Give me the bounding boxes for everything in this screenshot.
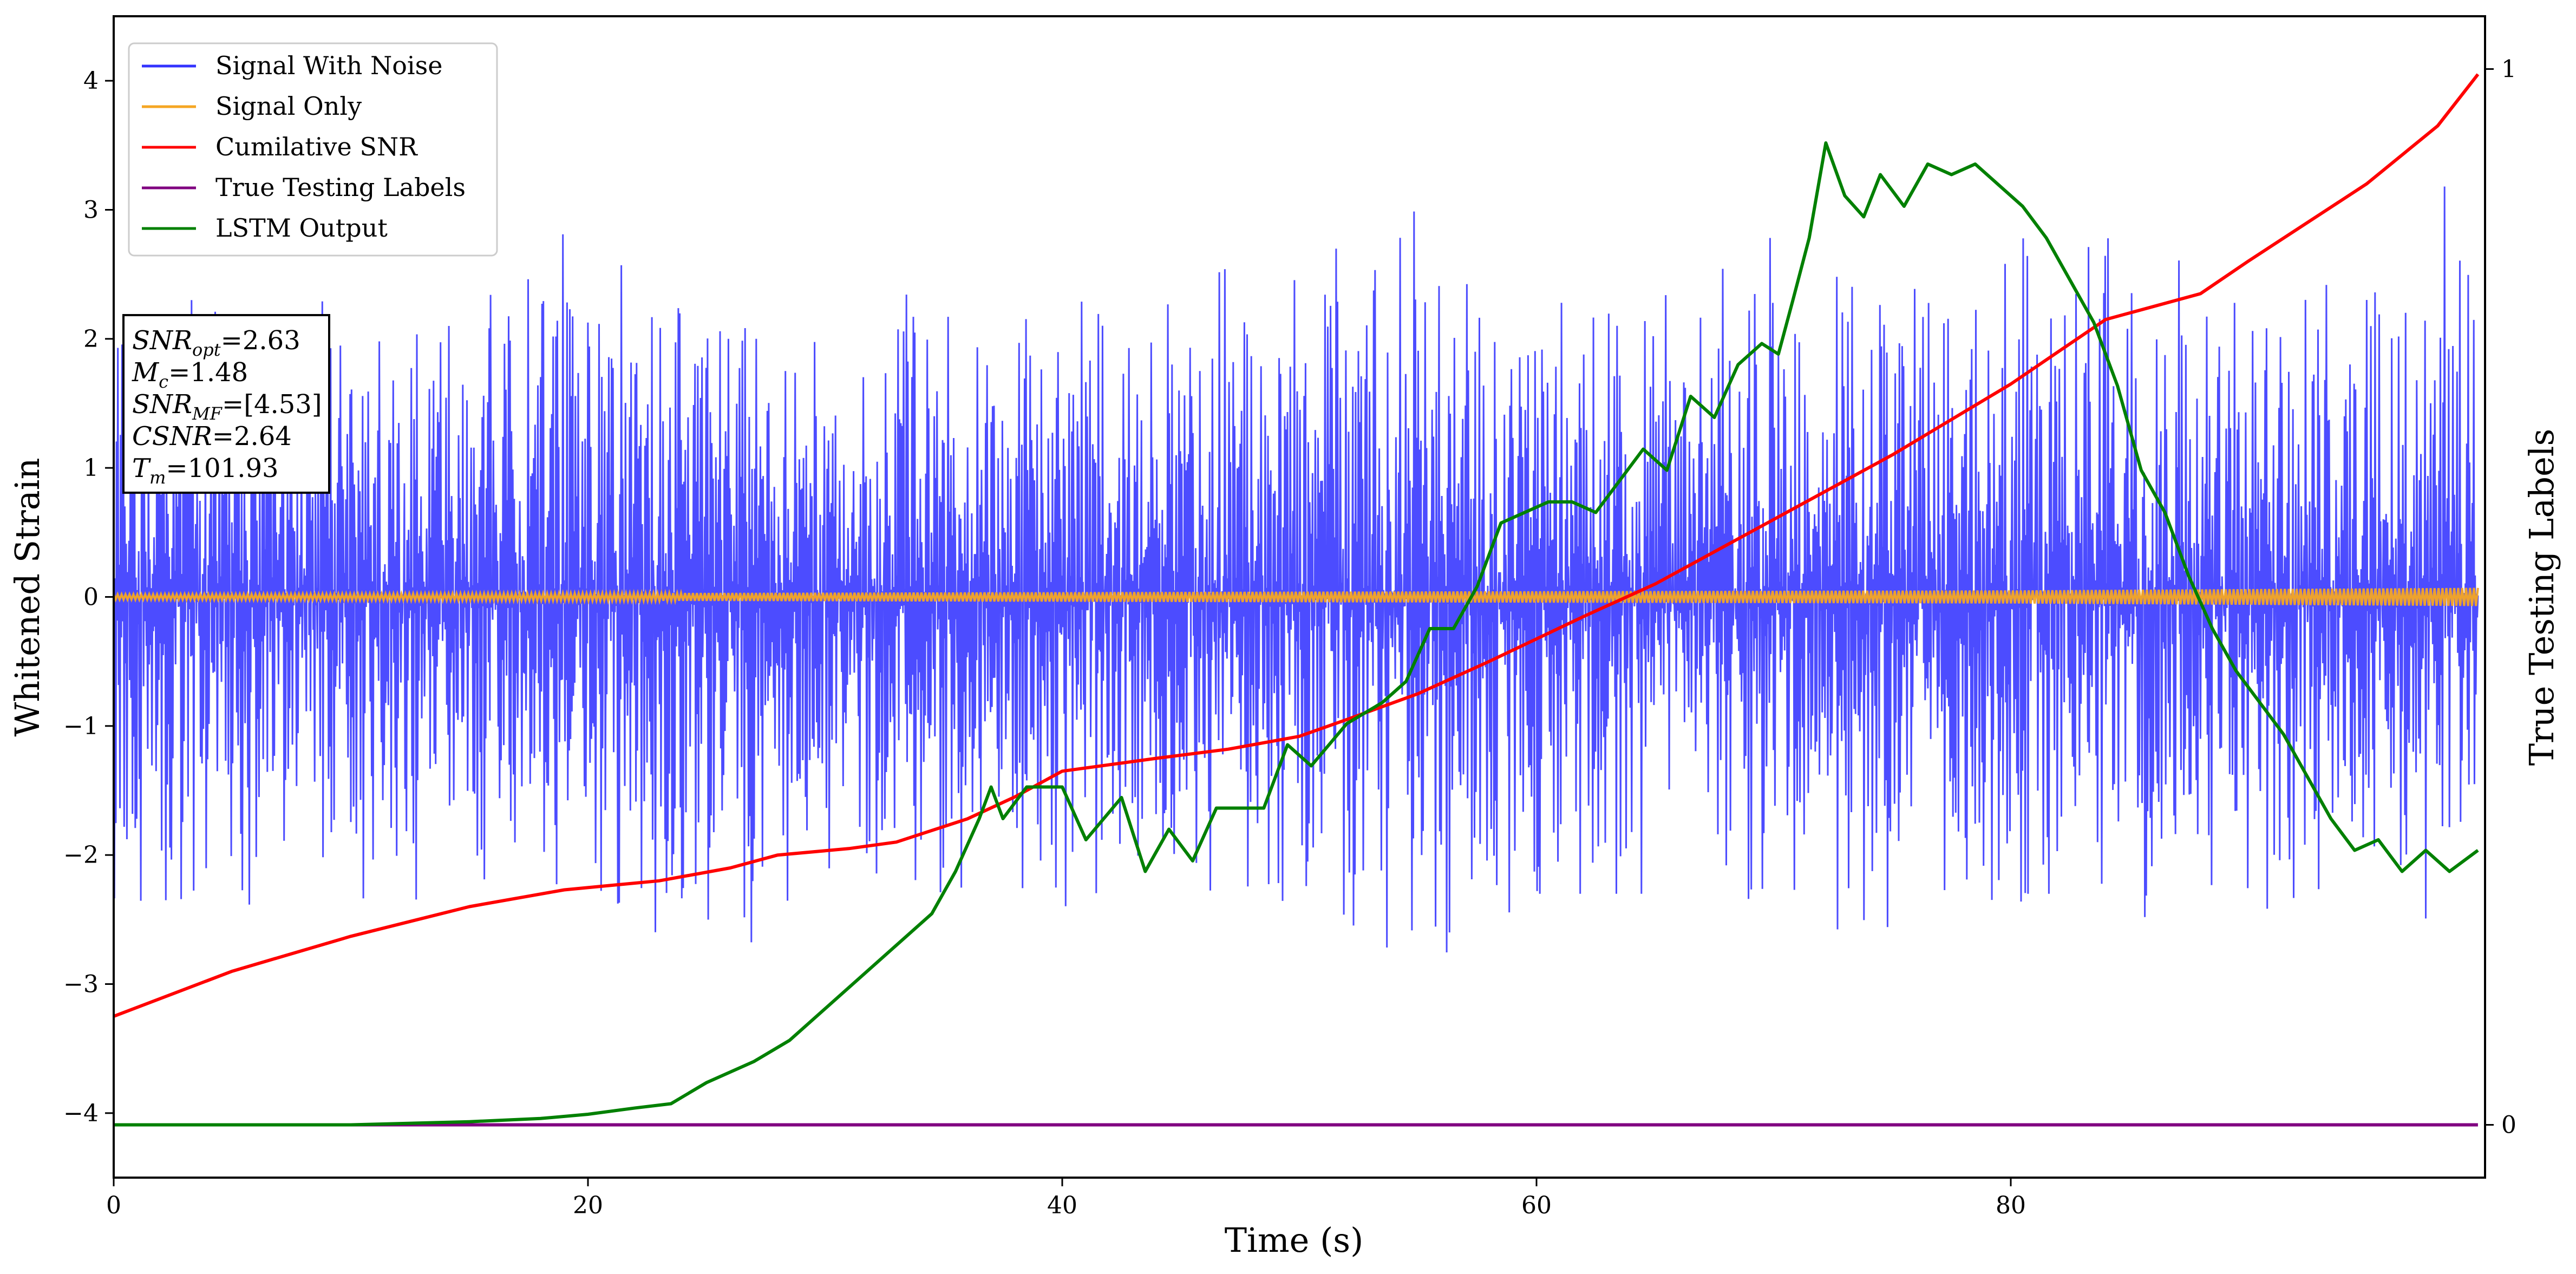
legend-label: LSTM Output: [215, 213, 388, 243]
legend-label: True Testing Labels: [215, 173, 466, 202]
x-axis-title: Time (s): [1225, 1220, 1364, 1260]
legend-entry: Signal Only: [142, 92, 362, 121]
x-tick-label: 40: [1047, 1192, 1077, 1219]
series-line-cumilative-snr: [114, 73, 2480, 1018]
legend-label: Signal Only: [215, 92, 362, 121]
info-annotation-box: SNRopt=2.63 Mc=1.48 SNRMF=[4.53] CSNR=2.…: [122, 314, 330, 494]
x-axis-ticks: 0 20 40 60 80: [106, 1178, 2026, 1219]
y-tick-label: −1: [63, 713, 99, 740]
legend-entry: LSTM Output: [142, 213, 388, 243]
y2-axis-ticks: 01: [2485, 56, 2516, 1139]
y-tick-label: 3: [83, 197, 99, 224]
legend: Signal With Noise Signal Only Cumilative…: [128, 42, 498, 257]
info-snr-opt: SNRopt=2.63: [132, 325, 300, 360]
info-snr-mf: SNRMF=[4.53]: [132, 389, 322, 424]
y-tick-label: 2: [83, 325, 99, 353]
legend-entry: Cumilative SNR: [142, 132, 418, 161]
series-line-signal-only: [114, 587, 2479, 606]
x-tick-label: 20: [573, 1192, 603, 1219]
y-axis-ticks: −4 −3 −2 −1 0 1 2 3 4: [63, 67, 114, 1127]
y-axis-title: Whitened Strain: [8, 458, 47, 737]
legend-entry: True Testing Labels: [142, 173, 466, 202]
y-tick-label: 4: [83, 67, 99, 95]
y-tick-label: −3: [63, 971, 99, 998]
info-tm: Tm=101.93: [132, 453, 279, 488]
legend-label: Cumilative SNR: [215, 132, 418, 161]
y2-axis-title: True Testing Labels: [2522, 429, 2561, 766]
series-layer: [114, 73, 2480, 1127]
info-csnr: CSNR=2.64: [132, 421, 292, 452]
legend-label: Signal With Noise: [215, 51, 442, 80]
y2-tick-label: 1: [2501, 56, 2516, 83]
series-line-lstm-output: [114, 141, 2479, 1127]
x-tick-label: 80: [1996, 1192, 2026, 1219]
y-tick-label: −4: [63, 1100, 99, 1127]
legend-frame: [128, 42, 498, 257]
x-tick-label: 60: [1521, 1192, 1552, 1219]
y-tick-label: −2: [63, 841, 99, 869]
info-mc: Mc=1.48: [132, 357, 248, 392]
x-tick-label: 0: [106, 1192, 121, 1219]
y-tick-label: 0: [83, 584, 99, 611]
legend-entry: Signal With Noise: [142, 51, 442, 80]
y2-tick-label: 0: [2501, 1112, 2516, 1139]
y-tick-label: 1: [83, 454, 99, 482]
info-box-frame: [122, 314, 330, 494]
